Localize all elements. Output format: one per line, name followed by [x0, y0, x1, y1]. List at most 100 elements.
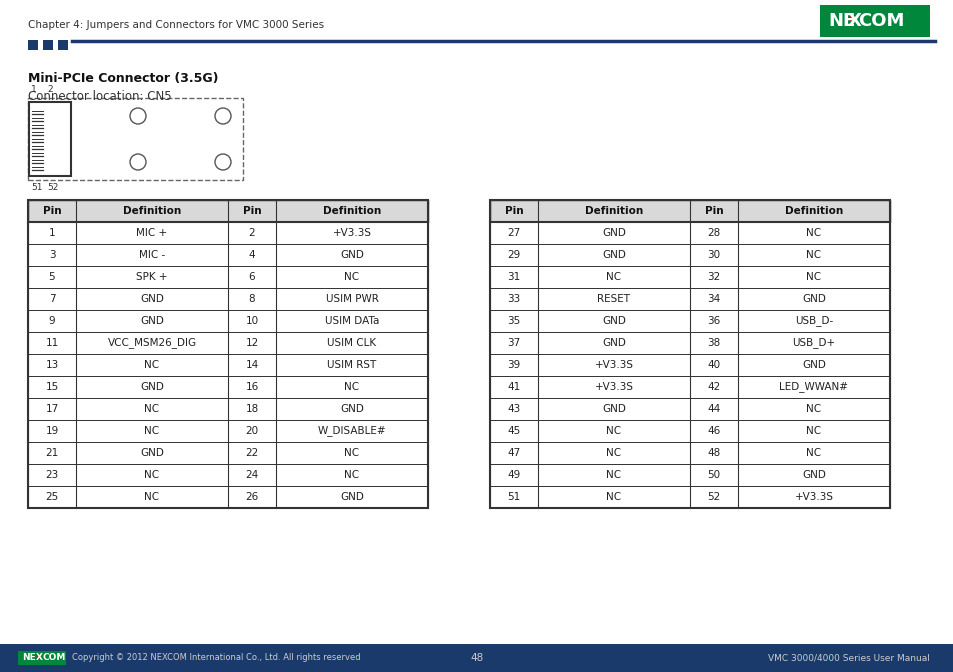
Text: SPK +: SPK + [136, 272, 168, 282]
Text: X: X [36, 653, 43, 663]
Text: COM: COM [857, 12, 903, 30]
Text: 39: 39 [507, 360, 520, 370]
Text: GND: GND [601, 338, 625, 348]
Text: GND: GND [339, 404, 363, 414]
Text: Pin: Pin [704, 206, 722, 216]
Bar [0, 644, 953, 672]
Text: 12: 12 [245, 338, 258, 348]
Text: USIM RST: USIM RST [327, 360, 376, 370]
Text: NC: NC [805, 228, 821, 238]
Text: VMC 3000/4000 Series User Manual: VMC 3000/4000 Series User Manual [767, 653, 929, 663]
Text: NC: NC [144, 360, 159, 370]
Text: 52: 52 [706, 492, 720, 502]
Text: 24: 24 [245, 470, 258, 480]
Bar [490, 288, 889, 310]
Bar [28, 376, 428, 398]
Text: 44: 44 [706, 404, 720, 414]
Text: 3: 3 [49, 250, 55, 260]
Text: 34: 34 [706, 294, 720, 304]
Text: NE: NE [22, 653, 35, 663]
Bar [820, 5, 929, 37]
Text: NC: NC [144, 470, 159, 480]
Text: 48: 48 [706, 448, 720, 458]
Text: 43: 43 [507, 404, 520, 414]
Text: GND: GND [601, 250, 625, 260]
Text: USIM DATa: USIM DATa [324, 316, 378, 326]
Text: Definition: Definition [123, 206, 181, 216]
Text: 19: 19 [46, 426, 58, 436]
Bar [490, 398, 889, 420]
Text: GND: GND [140, 316, 164, 326]
Bar [490, 420, 889, 442]
Text: 52: 52 [47, 183, 58, 192]
Text: 8: 8 [249, 294, 255, 304]
Text: GND: GND [601, 316, 625, 326]
Text: NC: NC [344, 448, 359, 458]
Bar [28, 310, 428, 332]
Text: 4: 4 [249, 250, 255, 260]
Bar [28, 354, 428, 376]
Text: 50: 50 [707, 470, 720, 480]
Text: USIM PWR: USIM PWR [325, 294, 378, 304]
Text: GND: GND [801, 294, 825, 304]
Bar [490, 310, 889, 332]
Text: NE: NE [827, 12, 854, 30]
Text: USB_D+: USB_D+ [792, 337, 835, 349]
Text: 32: 32 [706, 272, 720, 282]
Text: GND: GND [140, 382, 164, 392]
Bar [29, 102, 71, 176]
Text: 30: 30 [707, 250, 720, 260]
Text: NC: NC [606, 470, 621, 480]
Text: 37: 37 [507, 338, 520, 348]
Bar [490, 486, 889, 508]
Text: NC: NC [344, 470, 359, 480]
Text: GND: GND [601, 228, 625, 238]
Text: NC: NC [606, 272, 621, 282]
Text: 47: 47 [507, 448, 520, 458]
Bar [490, 200, 889, 508]
Text: GND: GND [601, 404, 625, 414]
Text: 31: 31 [507, 272, 520, 282]
Text: 42: 42 [706, 382, 720, 392]
Text: 23: 23 [46, 470, 58, 480]
Text: NC: NC [805, 250, 821, 260]
Text: 35: 35 [507, 316, 520, 326]
Text: +V3.3S: +V3.3S [594, 360, 633, 370]
Text: Pin: Pin [504, 206, 523, 216]
Bar [490, 464, 889, 486]
Text: 46: 46 [706, 426, 720, 436]
Bar [43, 40, 53, 50]
Text: NC: NC [805, 404, 821, 414]
Text: 45: 45 [507, 426, 520, 436]
Text: 10: 10 [245, 316, 258, 326]
Text: GND: GND [339, 492, 363, 502]
Text: 22: 22 [245, 448, 258, 458]
Text: 48: 48 [470, 653, 483, 663]
Bar [28, 244, 428, 266]
Text: 33: 33 [507, 294, 520, 304]
Text: NC: NC [606, 492, 621, 502]
Bar [28, 40, 38, 50]
Text: 26: 26 [245, 492, 258, 502]
Text: +V3.3S: +V3.3S [333, 228, 371, 238]
Bar [28, 398, 428, 420]
Text: GND: GND [801, 470, 825, 480]
Bar [58, 40, 68, 50]
Text: 5: 5 [49, 272, 55, 282]
Text: RESET: RESET [597, 294, 630, 304]
Text: X: X [847, 12, 861, 30]
Text: 40: 40 [707, 360, 720, 370]
Text: Chapter 4: Jumpers and Connectors for VMC 3000 Series: Chapter 4: Jumpers and Connectors for VM… [28, 20, 324, 30]
Text: COM: COM [43, 653, 67, 663]
Text: 20: 20 [245, 426, 258, 436]
Text: Pin: Pin [242, 206, 261, 216]
Bar [28, 200, 428, 222]
Text: NC: NC [344, 272, 359, 282]
Text: MIC -: MIC - [139, 250, 165, 260]
Text: NC: NC [805, 426, 821, 436]
Text: 16: 16 [245, 382, 258, 392]
Text: 1: 1 [49, 228, 55, 238]
Text: NC: NC [805, 272, 821, 282]
Text: GND: GND [339, 250, 363, 260]
Text: NC: NC [144, 426, 159, 436]
